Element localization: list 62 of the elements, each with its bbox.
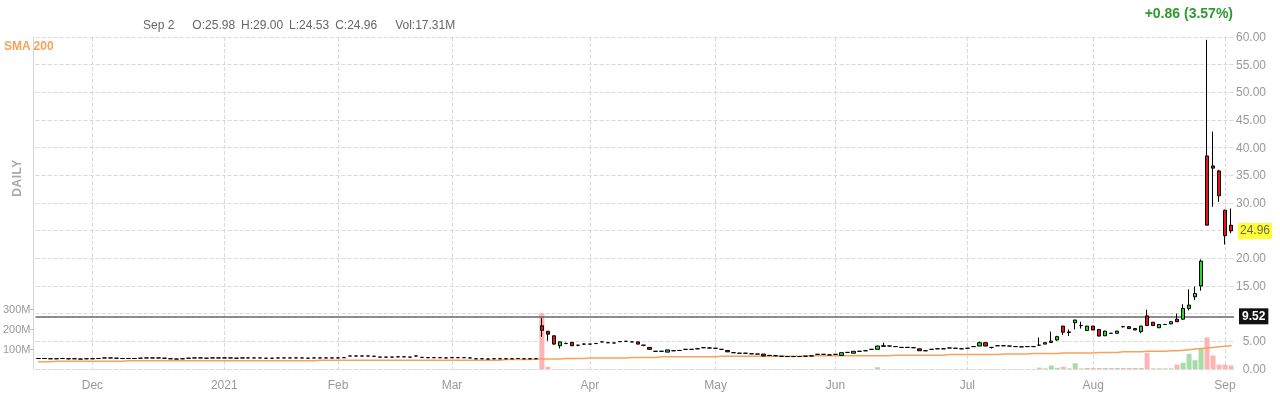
y-tick-label: 15.00 <box>1235 279 1267 293</box>
ref-line-label: 9.52 <box>1242 309 1266 324</box>
candlestick <box>1229 208 1233 234</box>
candlestick <box>1157 323 1161 329</box>
candlestick <box>552 335 556 346</box>
text: 24.96 <box>1238 223 1273 239</box>
x-tick-label: Apr <box>580 378 600 392</box>
candlestick <box>1055 335 1059 342</box>
candlestick <box>1103 330 1107 337</box>
candlestick <box>1115 330 1119 334</box>
y-tick-label: 35.00 <box>1235 168 1267 183</box>
x-tick-label: Feb <box>327 378 349 392</box>
candlestick <box>558 340 562 350</box>
candlestick <box>1067 328 1071 337</box>
x-tick-label: Mar <box>441 378 463 392</box>
y-tick-label: 0.00 <box>1242 362 1267 376</box>
x-tick-label: Jun <box>825 378 846 392</box>
candlestick <box>570 341 574 347</box>
y2-tick-label: 100M <box>2 343 31 355</box>
text: SMA 200 <box>4 39 54 53</box>
candlestick <box>1223 209 1227 245</box>
y-tick-label: 55.00 <box>1235 57 1267 72</box>
candlestick <box>546 330 550 342</box>
y-tick-label: 30.00 <box>1235 196 1267 210</box>
y-tick-label: 40.00 <box>1235 140 1267 155</box>
x-tick-label: Dec <box>81 378 104 392</box>
candlestick <box>1097 328 1101 337</box>
candlestick <box>1193 286 1197 301</box>
x-tick-label: May <box>704 378 727 392</box>
line-series <box>37 345 1232 363</box>
text: DAILY <box>10 159 25 197</box>
y2-tick-label: 200M <box>2 323 31 335</box>
y-tick-label: 50.00 <box>1235 85 1267 100</box>
bar <box>1060 366 1066 369</box>
candlestick <box>1217 169 1221 203</box>
x-tick-label: Sep <box>1214 378 1237 392</box>
candlestick <box>1139 325 1143 334</box>
candlestick <box>1085 325 1089 332</box>
candlestick <box>1073 319 1077 330</box>
x-tick-label: Jul <box>959 378 976 392</box>
y-tick-label: 45.00 <box>1235 113 1267 127</box>
candlestick <box>1211 131 1215 208</box>
y-tick-label: 20.00 <box>1235 251 1267 266</box>
y-tick-label: 5.00 <box>1242 334 1267 349</box>
bar <box>1174 364 1180 369</box>
candlestick <box>1151 321 1155 327</box>
candlestick <box>1175 313 1179 323</box>
candlestick <box>1061 325 1065 336</box>
candlestick <box>1091 325 1095 331</box>
x-tick-label: 2021 <box>210 378 238 392</box>
candlestick <box>1049 331 1053 344</box>
candlestick <box>1199 258 1203 292</box>
candlestick <box>1145 309 1149 327</box>
text: Sep 2 O:25.98 H:29.00 L:24.53 C:24.96 Vol:17.31M <box>143 18 456 32</box>
candlestick <box>1205 39 1209 226</box>
y2-tick-label: 300M <box>2 303 31 315</box>
candlestick <box>1181 303 1185 321</box>
x-tick-label: Aug <box>1082 378 1104 392</box>
y-tick-label: 60.00 <box>1235 30 1267 44</box>
candlestick <box>647 346 652 350</box>
candlestick <box>1187 288 1191 311</box>
text: +0.86 (3.57%) <box>1144 5 1233 22</box>
